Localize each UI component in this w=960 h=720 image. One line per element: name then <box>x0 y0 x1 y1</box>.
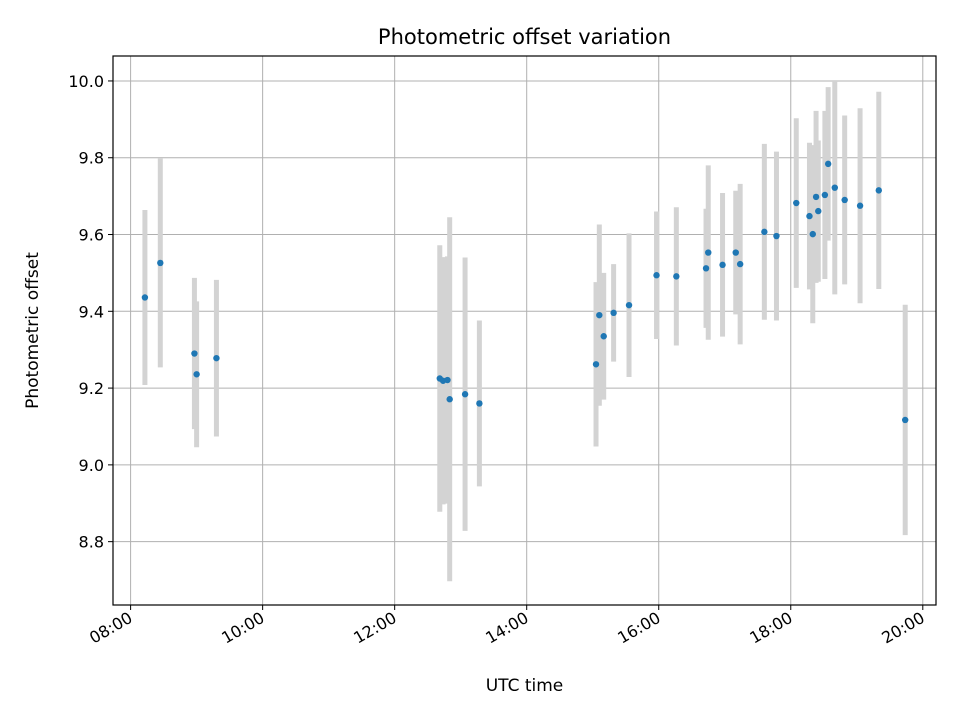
grid <box>113 56 936 605</box>
data-point <box>702 265 710 272</box>
data-point <box>732 249 739 256</box>
data-point <box>476 400 483 407</box>
data-point <box>875 187 882 194</box>
data-point <box>625 301 633 309</box>
data-point <box>793 199 800 207</box>
data-point <box>191 350 198 357</box>
data-point <box>806 212 813 220</box>
data-point <box>446 396 453 403</box>
data-point <box>736 260 744 268</box>
data-point <box>610 309 617 317</box>
data-point <box>841 196 848 204</box>
data-point <box>809 230 816 238</box>
data-point <box>831 184 838 191</box>
y-tick-label: 8.8 <box>79 533 104 552</box>
y-tick-label: 9.4 <box>79 302 104 321</box>
data-point <box>213 354 220 362</box>
data-point <box>596 311 603 319</box>
y-tick-label: 10.0 <box>68 72 104 91</box>
data-point <box>812 193 820 201</box>
data-points <box>141 160 909 424</box>
data-point <box>901 416 909 424</box>
data-point <box>815 207 822 215</box>
data-point <box>157 259 164 267</box>
y-tick-label: 9.0 <box>79 456 104 475</box>
y-tick-label: 9.8 <box>79 149 104 168</box>
y-tick-label: 9.6 <box>79 226 104 245</box>
data-point <box>600 333 607 340</box>
data-point <box>821 191 829 199</box>
data-point <box>856 202 864 209</box>
data-point <box>773 232 780 240</box>
data-point <box>444 376 451 384</box>
plot-frame <box>112 55 937 606</box>
data-point <box>761 228 768 236</box>
chart-title: Photometric offset variation <box>378 25 671 49</box>
data-point <box>653 272 660 279</box>
data-point <box>705 249 712 256</box>
y-tick-label: 9.2 <box>79 379 104 398</box>
data-point <box>592 361 600 368</box>
data-point <box>193 371 200 378</box>
data-point <box>461 391 469 398</box>
y-axis-ticks: 8.8 9.0 9.2 9.4 9.6 9.8 10.0 <box>68 72 113 552</box>
data-point <box>673 273 680 280</box>
data-point <box>141 294 149 301</box>
data-point <box>824 160 832 168</box>
x-axis-label: UTC time <box>486 676 564 696</box>
y-axis-label: Photometric offset <box>23 252 43 409</box>
data-point <box>719 261 726 269</box>
